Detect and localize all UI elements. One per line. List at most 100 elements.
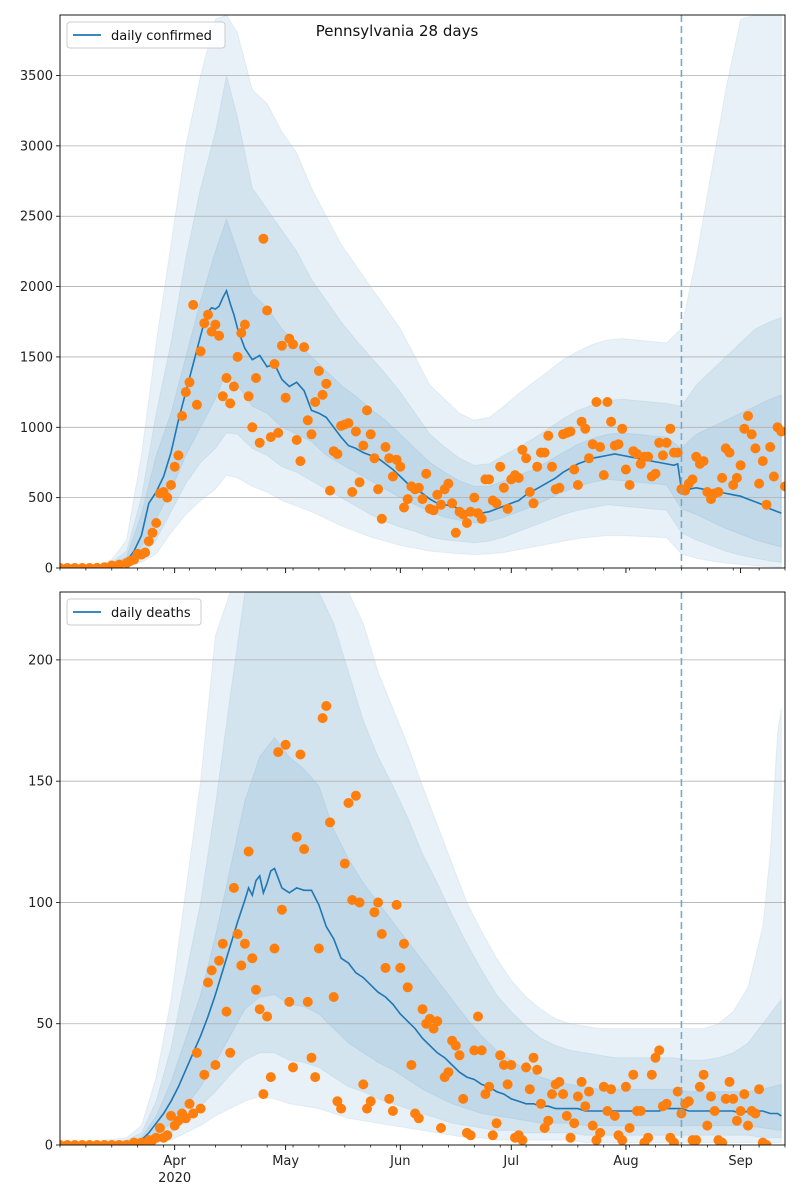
deaths-observed-point: [395, 962, 406, 973]
deaths-observed-point: [620, 1081, 631, 1092]
confirmed-observed-point: [299, 342, 310, 353]
confirmed-observed-point: [521, 453, 532, 464]
deaths-y-tick-label: 200: [28, 653, 53, 668]
deaths-band-inner: [60, 736, 782, 1145]
deaths-observed-point: [336, 1103, 347, 1114]
deaths-observed-point: [166, 1110, 176, 1121]
confirmed-observed-point: [354, 477, 365, 488]
confirmed-observed-point: [69, 563, 80, 568]
deaths-observed-point: [628, 1069, 639, 1080]
deaths-observed-point: [121, 1140, 132, 1145]
confirmed-observed-point: [413, 482, 424, 493]
confirmed-y-tick-label: 2500: [20, 210, 53, 225]
deaths-observed-point: [365, 1096, 376, 1107]
confirmed-observed-point: [565, 426, 576, 437]
confirmed-observed-point: [295, 456, 306, 467]
deaths-observed-point: [295, 749, 306, 760]
confirmed-observed-point: [313, 366, 324, 376]
confirmed-observed-point: [210, 319, 221, 330]
confirmed-observed-point: [517, 444, 528, 455]
confirmed-observed-point: [698, 456, 709, 467]
confirmed-observed-point: [236, 328, 247, 338]
deaths-observed-point: [239, 938, 250, 949]
confirmed-observed-point: [395, 461, 406, 472]
deaths-legend: daily deaths: [66, 598, 202, 626]
deaths-observed-point: [595, 1127, 606, 1138]
deaths-observed-point: [646, 1069, 657, 1080]
confirmed-observed-point: [143, 536, 154, 547]
confirmed-observed-point: [84, 563, 95, 568]
confirmed-observed-point: [735, 460, 746, 471]
confirmed-legend-label: daily confirmed: [111, 29, 212, 44]
confirmed-observed-point: [310, 397, 321, 407]
confirmed-observed-point: [140, 547, 151, 558]
confirmed-observed-point: [598, 470, 609, 481]
deaths-observed-point: [491, 1118, 502, 1129]
deaths-observed-point: [669, 1137, 679, 1145]
deaths-observed-point: [232, 929, 243, 939]
confirmed-y-tick-label: 500: [28, 491, 53, 506]
deaths-observed-point: [691, 1135, 702, 1145]
confirmed-observed-point: [484, 474, 495, 485]
deaths-observed-point: [69, 1140, 80, 1145]
deaths-observed-point: [328, 992, 339, 1002]
deaths-observed-point: [672, 1086, 683, 1097]
deaths-observed-point: [754, 1084, 765, 1095]
deaths-observed-point: [191, 1047, 202, 1058]
confirmed-observed-point: [369, 453, 380, 464]
deaths-observed-point: [391, 899, 402, 910]
deaths-observed-point: [251, 984, 261, 995]
confirmed-observed-point: [373, 484, 384, 495]
confirmed-y-tick-label: 2000: [20, 280, 53, 295]
confirmed-observed-point: [325, 485, 335, 496]
deaths-observed-point: [543, 1115, 554, 1126]
deaths-observed-point: [299, 844, 310, 855]
confirmed-observed-point: [569, 464, 580, 475]
deaths-observed-point: [487, 1130, 498, 1141]
deaths-observed-point: [258, 1089, 269, 1100]
confirmed-legend: daily confirmed: [66, 21, 226, 49]
confirmed-observed-point: [147, 527, 158, 538]
confirmed-legend-box: [66, 21, 226, 49]
confirmed-observed-point: [665, 423, 676, 434]
deaths-observed-point: [151, 1132, 162, 1143]
deaths-observed-point: [154, 1123, 165, 1133]
deaths-observed-point: [558, 1089, 569, 1100]
confirmed-observed-point: [214, 330, 225, 341]
deaths-observed-point: [384, 1093, 395, 1104]
chart-title: Pennsylvania 28 days: [316, 22, 479, 40]
deaths-observed-point: [535, 1098, 546, 1109]
deaths-observed-point: [199, 1069, 210, 1080]
confirmed-observed-point: [254, 437, 265, 448]
confirmed-observed-point: [358, 440, 369, 451]
deaths-observed-point: [506, 1060, 517, 1070]
deaths-observed-point: [572, 1091, 583, 1102]
confirmed-observed-point: [443, 478, 454, 489]
deaths-observed-point: [354, 897, 365, 908]
confirmed-observed-point: [273, 427, 284, 438]
confirmed-observed-point: [654, 437, 665, 448]
deaths-observed-point: [210, 1060, 221, 1070]
confirmed-observed-point: [402, 494, 413, 505]
deaths-observed-point: [243, 846, 254, 857]
confirmed-observed-point: [247, 422, 258, 433]
deaths-observed-point: [683, 1096, 694, 1107]
confirmed-panel: 0 500 1000 1500 2000 2500 3000 3500 Pennsylvania…: [20, 14, 786, 577]
deaths-observed-point: [288, 1062, 298, 1073]
deaths-observed-point: [443, 1067, 454, 1078]
deaths-observed-point: [291, 832, 302, 842]
confirmed-observed-point: [262, 305, 273, 316]
confirmed-observed-point: [288, 339, 298, 350]
confirmed-observed-point: [239, 319, 250, 330]
deaths-observed-point: [373, 897, 384, 908]
deaths-observed-point: [236, 960, 247, 971]
confirmed-observed-point: [77, 563, 88, 568]
confirmed-observed-point: [502, 503, 513, 514]
confirmed-observed-point: [613, 439, 624, 450]
confirmed-observed-point: [532, 461, 543, 472]
confirmed-observed-point: [513, 472, 524, 483]
confirmed-y-tick-label: 3500: [20, 69, 53, 84]
deaths-legend-label: daily deaths: [111, 606, 191, 621]
deaths-observed-point: [62, 1140, 73, 1145]
confirmed-observed-point: [768, 471, 779, 482]
